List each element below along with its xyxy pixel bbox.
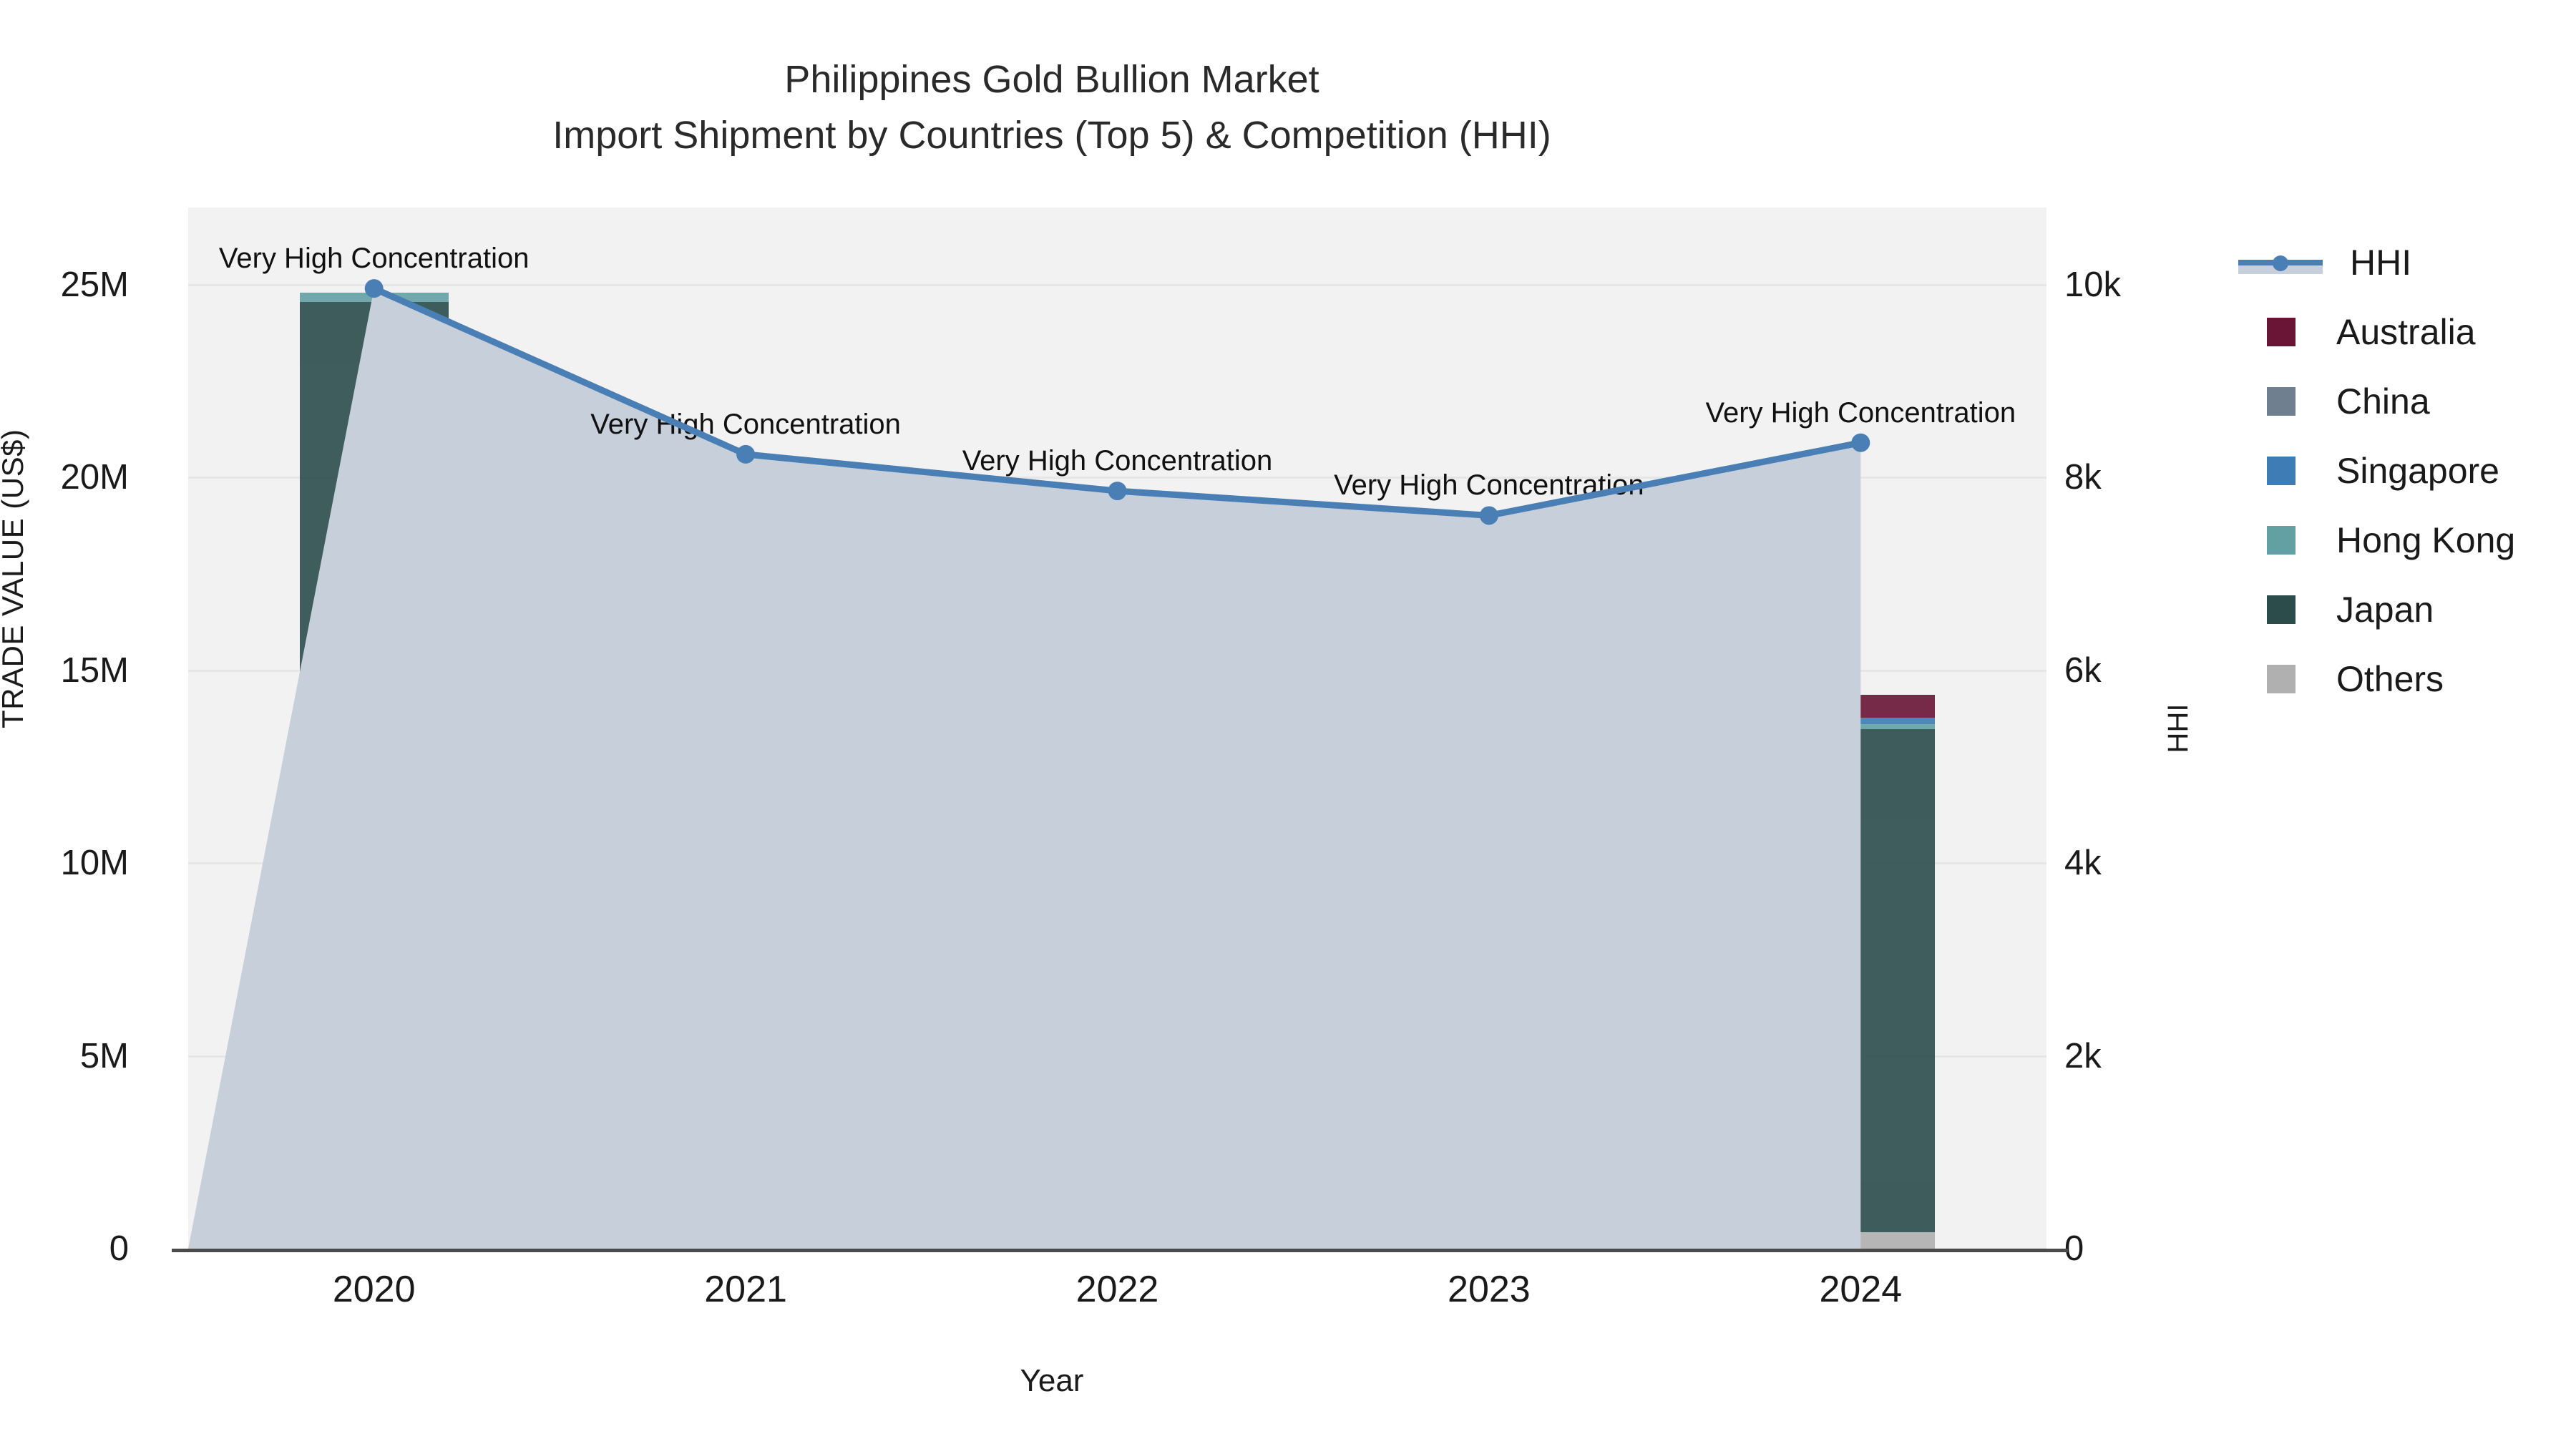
- bar-segment-japan[interactable]: [1786, 728, 1936, 1233]
- legend-swatch-hong-kong: [2267, 525, 2296, 555]
- bar-2023[interactable]: [1415, 208, 1563, 1249]
- gridline: [188, 283, 2046, 286]
- y-axis-right-label: HHI: [2162, 703, 2194, 753]
- legend-item-hhi[interactable]: HHI: [2238, 228, 2515, 297]
- bar-segment-hong-kong[interactable]: [1415, 745, 1563, 751]
- y-axis-right-tick: 4k: [2064, 844, 2102, 883]
- bar-segment-australia[interactable]: [1786, 694, 1936, 718]
- annotation-2024: Very High Concentration: [1705, 396, 2016, 429]
- legend-swatch-china: [2267, 386, 2296, 416]
- bar-2024[interactable]: [1786, 208, 1936, 1249]
- y-axis-left-tick: 25M: [60, 265, 129, 304]
- bar-2020[interactable]: [299, 208, 449, 1249]
- bar-segment-singapore[interactable]: [1043, 689, 1192, 713]
- y-axis-left-tick: 10M: [60, 844, 129, 883]
- x-axis-tick-2024: 2024: [1819, 1269, 1903, 1310]
- legend-label: China: [2336, 381, 2430, 421]
- legend-swatch-singapore: [2267, 456, 2296, 485]
- bar-segment-singapore[interactable]: [1786, 717, 1936, 725]
- legend-item-hong-kong[interactable]: Hong Kong: [2238, 505, 2515, 575]
- bar-segment-china[interactable]: [1043, 679, 1192, 690]
- legend-item-china[interactable]: China: [2238, 366, 2515, 436]
- bar-segment-singapore[interactable]: [671, 757, 820, 761]
- bar-segment-japan[interactable]: [1415, 751, 1563, 1240]
- bar-2022[interactable]: [1043, 208, 1192, 1249]
- y-axis-left-tick: 0: [109, 1229, 129, 1268]
- y-axis-right-tick: 2k: [2064, 1036, 2102, 1075]
- y-axis-left-label: TRADE VALUE (US$): [0, 429, 29, 728]
- x-axis-label: Year: [1020, 1363, 1084, 1398]
- bar-segment-others[interactable]: [1786, 1232, 1936, 1249]
- y-axis-right-tick: 10k: [2064, 265, 2122, 304]
- bar-2021[interactable]: [671, 208, 820, 1249]
- legend-label: HHI: [2350, 242, 2412, 283]
- bar-segment-others[interactable]: [671, 1236, 820, 1249]
- legend-line-marker: [2238, 248, 2323, 277]
- bar-segment-hong-kong[interactable]: [1043, 712, 1192, 740]
- chart-title-line2: Import Shipment by Countries (Top 5) & C…: [552, 114, 1551, 157]
- bar-segment-japan[interactable]: [1043, 739, 1192, 1242]
- x-axis-line: [172, 1249, 2068, 1252]
- bar-segment-others[interactable]: [1043, 1241, 1192, 1249]
- bar-segment-china[interactable]: [671, 750, 820, 758]
- x-axis-tick-2023: 2023: [1448, 1269, 1531, 1310]
- bar-segment-hong-kong[interactable]: [1786, 724, 1936, 729]
- legend-line-dot: [2273, 255, 2288, 271]
- bar-segment-hong-kong[interactable]: [299, 292, 449, 303]
- annotation-2021: Very High Concentration: [590, 408, 901, 440]
- legend-label: Others: [2336, 658, 2444, 699]
- bar-segment-china[interactable]: [1415, 705, 1563, 718]
- y-axis-left-tick: 15M: [60, 650, 129, 690]
- bar-segment-japan[interactable]: [671, 783, 820, 1236]
- chart-title-line1: Philippines Gold Bullion Market: [784, 58, 1319, 101]
- x-axis-tick-2022: 2022: [1075, 1269, 1159, 1310]
- legend-label: Hong Kong: [2336, 519, 2516, 560]
- bar-segment-australia[interactable]: [1415, 685, 1563, 706]
- annotation-2022: Very High Concentration: [962, 445, 1273, 477]
- bar-segment-japan[interactable]: [299, 302, 449, 1249]
- y-axis-left-tick: 20M: [60, 458, 129, 497]
- y-axis-left-tick: 5M: [79, 1036, 129, 1075]
- y-axis-right-tick: 8k: [2064, 458, 2102, 497]
- legend-swatch-others: [2267, 664, 2296, 693]
- legend-label: Japan: [2336, 589, 2434, 630]
- legend-item-australia[interactable]: Australia: [2238, 297, 2515, 366]
- legend-label: Australia: [2336, 311, 2476, 352]
- legend: HHI Australia China Singapore Hong Kong Japan…: [2238, 228, 2515, 713]
- y-axis-right-tick: 6k: [2064, 650, 2102, 690]
- x-axis-tick-2021: 2021: [704, 1269, 787, 1310]
- legend-swatch-japan: [2267, 595, 2296, 624]
- legend-item-japan[interactable]: Japan: [2238, 575, 2515, 644]
- chart-title: Philippines Gold Bullion Market Import S…: [0, 52, 2104, 164]
- annotation-2020: Very High Concentration: [218, 243, 530, 275]
- legend-item-singapore[interactable]: Singapore: [2238, 436, 2515, 505]
- annotation-2023: Very High Concentration: [1334, 469, 1644, 502]
- bar-segment-others[interactable]: [1415, 1239, 1563, 1249]
- legend-swatch-australia: [2267, 317, 2296, 346]
- bar-segment-hong-kong[interactable]: [671, 761, 820, 783]
- bar-segment-singapore[interactable]: [1415, 717, 1563, 746]
- x-axis-tick-2020: 2020: [332, 1269, 416, 1310]
- legend-item-others[interactable]: Others: [2238, 644, 2515, 713]
- legend-label: Singapore: [2336, 450, 2499, 491]
